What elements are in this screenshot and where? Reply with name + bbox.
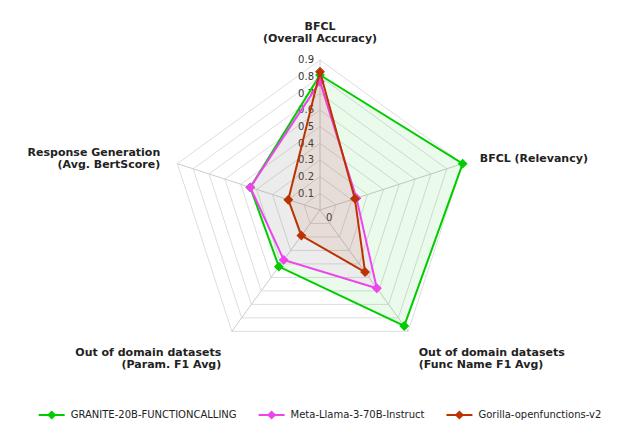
marker <box>400 322 408 330</box>
legend-marker <box>268 411 276 419</box>
radar: 00.10.20.30.40.50.60.70.80.9BFCL(Overall… <box>28 20 588 371</box>
legend-item: GRANITE-20B-FUNCTIONCALLING <box>39 409 237 420</box>
marker <box>458 159 466 167</box>
legend-item: Meta-Llama-3-70B-Instruct <box>259 409 425 420</box>
marker <box>316 67 324 75</box>
legend-label: GRANITE-20B-FUNCTIONCALLING <box>71 409 237 420</box>
category-label: BFCL(Overall Accuracy) <box>263 20 377 45</box>
marker <box>275 262 283 270</box>
marker <box>351 194 359 202</box>
marker <box>284 195 292 203</box>
legend-item: Gorilla-openfunctions-v2 <box>446 409 601 420</box>
tick-label: 0.8 <box>298 71 314 82</box>
marker <box>246 183 254 191</box>
series <box>246 71 467 330</box>
series-line <box>288 72 365 272</box>
legend-marker <box>48 411 56 419</box>
marker <box>297 231 305 239</box>
marker <box>280 256 288 264</box>
legend-marker <box>456 411 464 419</box>
category-labels: BFCL(Overall Accuracy) BFCL (Relevancy) Ou… <box>28 20 588 371</box>
series <box>284 67 369 276</box>
category-label: Response Generation(Avg. BertScore) <box>28 146 161 171</box>
category-label: BFCL (Relevancy) <box>480 152 588 165</box>
series-layer <box>246 67 467 330</box>
marker <box>361 268 369 276</box>
series-line <box>250 75 462 326</box>
legend-label: Meta-Llama-3-70B-Instruct <box>291 409 425 420</box>
tick-label: 0.9 <box>298 54 314 65</box>
legend: GRANITE-20B-FUNCTIONCALLING Meta-Llama-3-… <box>39 409 602 420</box>
grid <box>177 60 462 331</box>
grid-ring <box>177 60 462 331</box>
legend-label: Gorilla-openfunctions-v2 <box>478 409 601 420</box>
marker <box>373 284 381 292</box>
chart: 00.10.20.30.40.50.60.70.80.9BFCL(Overall… <box>0 0 640 433</box>
category-label: Out of domain datasets(Param. F1 Avg) <box>75 346 221 371</box>
category-label: Out of domain datasets(Func Name F1 Avg) <box>419 346 565 371</box>
